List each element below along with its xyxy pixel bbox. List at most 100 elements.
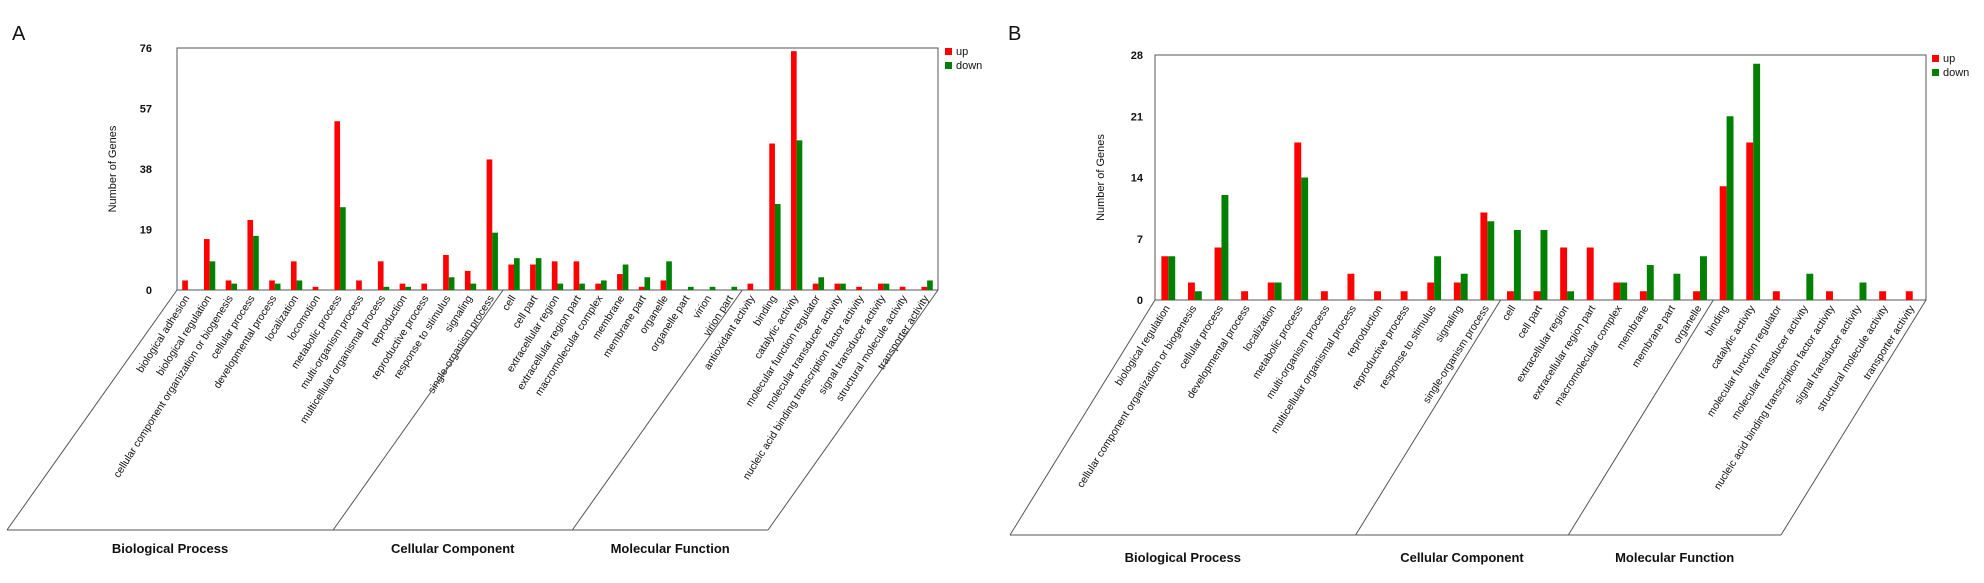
bar-down <box>448 277 455 290</box>
bar-up <box>1480 212 1488 300</box>
y-axis-label: Number of Genes <box>107 125 119 212</box>
bar-down <box>514 258 520 290</box>
group-divider <box>6 289 178 531</box>
bar-up <box>921 286 928 290</box>
bar-up <box>334 121 341 290</box>
bar-down <box>1567 291 1574 300</box>
bar-down <box>774 204 781 290</box>
bar-up <box>377 261 384 290</box>
category-label: cell <box>1500 303 1519 323</box>
bar-down <box>1274 282 1282 300</box>
bar-down <box>709 286 716 290</box>
bar-down <box>1221 195 1229 300</box>
bar-down <box>296 280 303 290</box>
bar-up <box>1453 282 1461 300</box>
bar-up <box>1879 291 1887 300</box>
bar-up <box>1533 291 1541 300</box>
bar-up <box>1905 291 1913 300</box>
bar-down <box>1700 256 1707 300</box>
y-tick-label: 19 <box>140 225 152 237</box>
group-label: Cellular Component <box>1400 550 1524 565</box>
bar-down <box>383 286 390 290</box>
bar-up <box>508 264 515 290</box>
bar-down <box>600 280 607 290</box>
bar-up <box>1507 291 1514 300</box>
bar-up <box>1241 291 1249 300</box>
bar-up <box>769 143 775 290</box>
y-tick-label: 14 <box>1131 173 1144 185</box>
bar-down <box>622 264 629 290</box>
bar-down <box>231 283 238 290</box>
bar-down <box>1620 282 1628 300</box>
bar-down <box>840 283 846 290</box>
bar-up <box>834 283 841 290</box>
bar-up <box>203 239 210 290</box>
bar-down <box>644 277 651 290</box>
bar-up <box>1214 247 1222 300</box>
bar-up <box>290 261 297 290</box>
bar-up <box>812 283 819 290</box>
bar-up <box>660 280 667 290</box>
bar-down <box>1753 63 1761 300</box>
legend-swatch-down <box>1932 69 1939 76</box>
bar-up <box>312 286 319 290</box>
bar-up <box>1320 291 1328 300</box>
bar-up <box>551 261 558 290</box>
bar-up <box>1267 282 1275 300</box>
bar-down <box>1726 116 1734 300</box>
bar-down <box>1487 221 1495 300</box>
bar-up <box>269 280 275 290</box>
plot-frame <box>176 47 939 291</box>
group-divider <box>1355 299 1502 536</box>
bar-down <box>1859 282 1867 300</box>
bar-up <box>182 280 188 290</box>
legend-label-down: down <box>1943 67 1969 79</box>
group-divider <box>332 289 504 531</box>
legend-swatch-up <box>945 48 952 55</box>
legend-label-up: up <box>1943 53 1955 65</box>
panel-a-label: A <box>12 23 26 45</box>
bar-down <box>1513 230 1521 300</box>
group-divider <box>1567 299 1714 536</box>
legend-swatch-up <box>1932 55 1939 62</box>
bar-up <box>638 286 645 290</box>
bar-up <box>1772 291 1780 300</box>
group-label: Cellular Component <box>391 541 515 556</box>
bar-up <box>856 286 862 290</box>
category-label: cell <box>500 293 519 313</box>
bar-up <box>421 283 428 290</box>
bar-up <box>1613 282 1621 300</box>
bar-up <box>1693 291 1701 300</box>
bar-down <box>405 286 411 290</box>
bar-down <box>1673 273 1681 300</box>
bar-up <box>356 280 362 290</box>
bar-up <box>1560 247 1568 300</box>
bar-down <box>1434 256 1442 300</box>
bar-down <box>1460 273 1468 300</box>
y-tick-label: 38 <box>140 164 152 176</box>
group-label: Biological Process <box>112 541 228 556</box>
bar-up <box>1746 142 1754 300</box>
bar-down <box>1168 256 1176 300</box>
bar-down <box>883 283 890 290</box>
group-divider <box>767 289 939 531</box>
group-divider <box>571 289 743 531</box>
y-tick-label: 21 <box>1131 111 1143 123</box>
panel-b-label: B <box>1008 23 1021 45</box>
bar-up <box>877 283 884 290</box>
bar-up <box>530 264 536 290</box>
bar-up <box>247 219 254 290</box>
group-label: Biological Process <box>1125 550 1241 565</box>
bar-down <box>209 261 216 290</box>
bar-up <box>1374 291 1381 300</box>
bar-down <box>731 286 738 290</box>
bar-down <box>1806 273 1814 300</box>
bar-down <box>557 283 564 290</box>
y-tick-label: 0 <box>146 285 152 297</box>
group-label: Molecular Function <box>1615 550 1734 565</box>
bar-up <box>1639 291 1647 300</box>
bar-down <box>535 258 542 290</box>
bar-up <box>1719 186 1727 300</box>
bar-down <box>492 232 498 290</box>
